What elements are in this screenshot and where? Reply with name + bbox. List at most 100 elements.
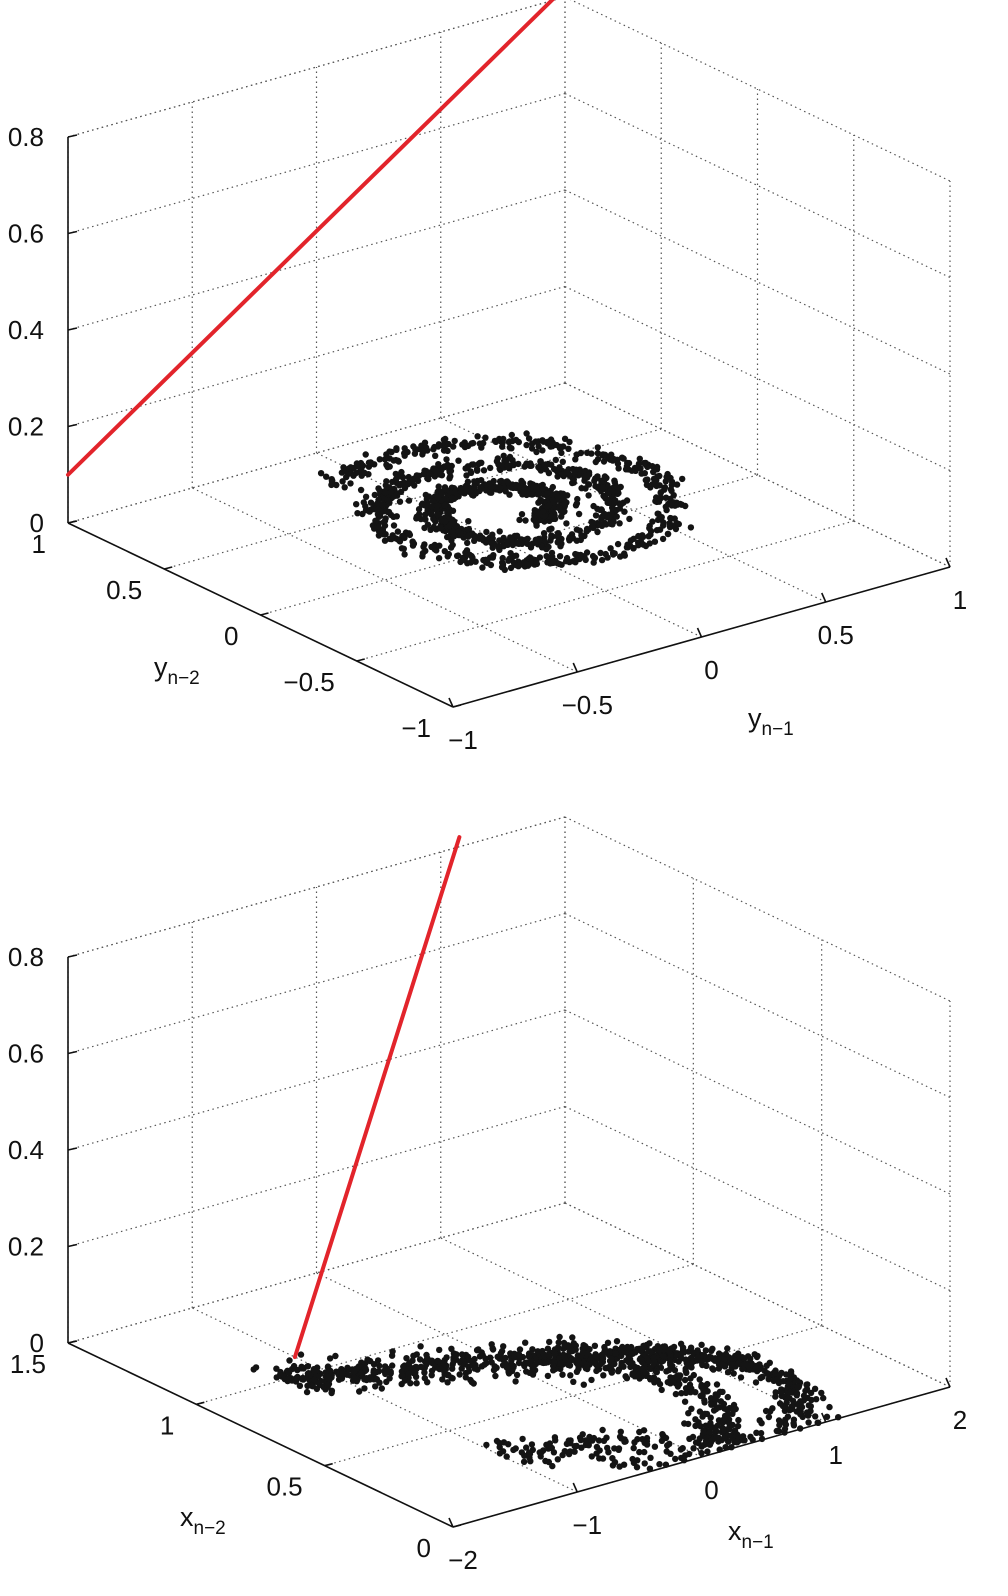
scatter-point (496, 484, 503, 492)
scatter-point (375, 506, 382, 513)
scatter-point (383, 451, 390, 458)
scatter-point (724, 1393, 731, 1401)
scatter-point (614, 460, 622, 467)
grid-line-z (67, 189, 566, 331)
scatter-point (392, 470, 399, 478)
scatter-point (602, 1364, 609, 1372)
scatter-point (518, 511, 526, 518)
scatter-point (393, 445, 400, 452)
scatter-point (649, 481, 656, 488)
scatter-point (804, 1410, 812, 1418)
scatter-point (523, 430, 530, 437)
scatter-point (652, 1368, 660, 1375)
scatter-point (727, 1432, 734, 1440)
scatter-point (692, 1439, 700, 1446)
scatter-point (394, 457, 402, 464)
scatter-point (724, 1369, 732, 1376)
scatter-point (389, 1348, 396, 1355)
scatter-point (775, 1379, 783, 1387)
scatter-point (641, 1460, 648, 1467)
scatter-point (431, 473, 438, 480)
z-tick-label: 0.4 (8, 1135, 44, 1165)
scatter-point (387, 1368, 394, 1375)
grid-line-z (564, 1009, 951, 1195)
scatter-point (692, 1389, 699, 1396)
scatter-point (365, 471, 372, 478)
scatter-point (383, 478, 390, 485)
scatter-point (558, 513, 565, 520)
scatter-point (571, 1443, 578, 1450)
scatter-point (399, 1372, 406, 1380)
scatter-point (598, 1359, 605, 1366)
scatter-point (513, 532, 521, 539)
scatter-point (561, 435, 569, 442)
scatter-point (554, 467, 562, 474)
scatter-point (826, 1403, 833, 1411)
scatter-point (758, 1435, 766, 1443)
scatter-point (421, 502, 429, 509)
scatter-point (502, 456, 509, 464)
scatter-point (540, 438, 547, 445)
scatter-point (640, 1342, 647, 1350)
scatter-point (371, 491, 378, 499)
scatter-point (507, 564, 515, 572)
scatter-point (499, 1448, 507, 1455)
x-tick-mark (572, 662, 578, 673)
scatter-point (436, 1346, 443, 1354)
scatter-point (716, 1446, 723, 1453)
scatter-point (419, 550, 427, 557)
scatter-point (296, 1382, 304, 1390)
scatter-point (739, 1433, 747, 1440)
scatter-point (674, 501, 681, 508)
scatter-point (611, 479, 618, 486)
grid-line-top (67, 0, 557, 138)
scatter-point (437, 524, 444, 531)
grid-line-z (564, 816, 951, 1002)
scatter-point (725, 1410, 732, 1418)
scatter-point (777, 1389, 785, 1396)
y-axis-line (67, 1342, 454, 1528)
scatter-point (483, 487, 490, 494)
scatter-point (532, 536, 539, 543)
scatter-point (563, 520, 570, 527)
scatter-point (561, 500, 568, 508)
scatter-point (491, 437, 499, 445)
scatter-point (678, 1390, 685, 1397)
scatter-point (603, 1434, 610, 1441)
scatter-point (430, 523, 437, 531)
scatter-point (601, 511, 608, 518)
scatter-point (610, 1360, 617, 1368)
scatter-point (646, 1465, 654, 1472)
scatter-point (488, 1341, 495, 1348)
scatter-point (544, 1372, 552, 1380)
scatter-point (555, 1339, 562, 1346)
scatter-point (483, 1441, 490, 1449)
scatter-point (694, 1354, 702, 1361)
scatter-point (385, 508, 393, 516)
scatter-point (698, 1381, 705, 1389)
scatter-point (551, 1434, 559, 1441)
scatter-point (372, 517, 379, 524)
scatter-point (577, 536, 584, 544)
scatter-point (681, 1398, 689, 1405)
scatter-point (682, 1385, 690, 1392)
scatter-point (702, 1422, 709, 1429)
grid-line-x-floor (440, 417, 827, 603)
x-axis-label: xn−1 (728, 1516, 774, 1553)
scatter-point (304, 1382, 311, 1390)
scatter-point (550, 559, 557, 566)
scatter-point (506, 491, 513, 498)
scatter-point (730, 1370, 737, 1377)
scatter-point (324, 1363, 332, 1370)
scatter-point (509, 541, 516, 549)
scatter-point (545, 543, 552, 551)
scatter-point (518, 477, 525, 485)
scatter-point (534, 1348, 541, 1355)
scatter-point (512, 481, 520, 489)
scatter-point (497, 438, 505, 445)
scatter-point (554, 473, 561, 480)
scatter-point (601, 451, 609, 458)
scatter-point (789, 1397, 797, 1405)
scatter-point (413, 1351, 420, 1358)
scatter-point (636, 1356, 644, 1363)
